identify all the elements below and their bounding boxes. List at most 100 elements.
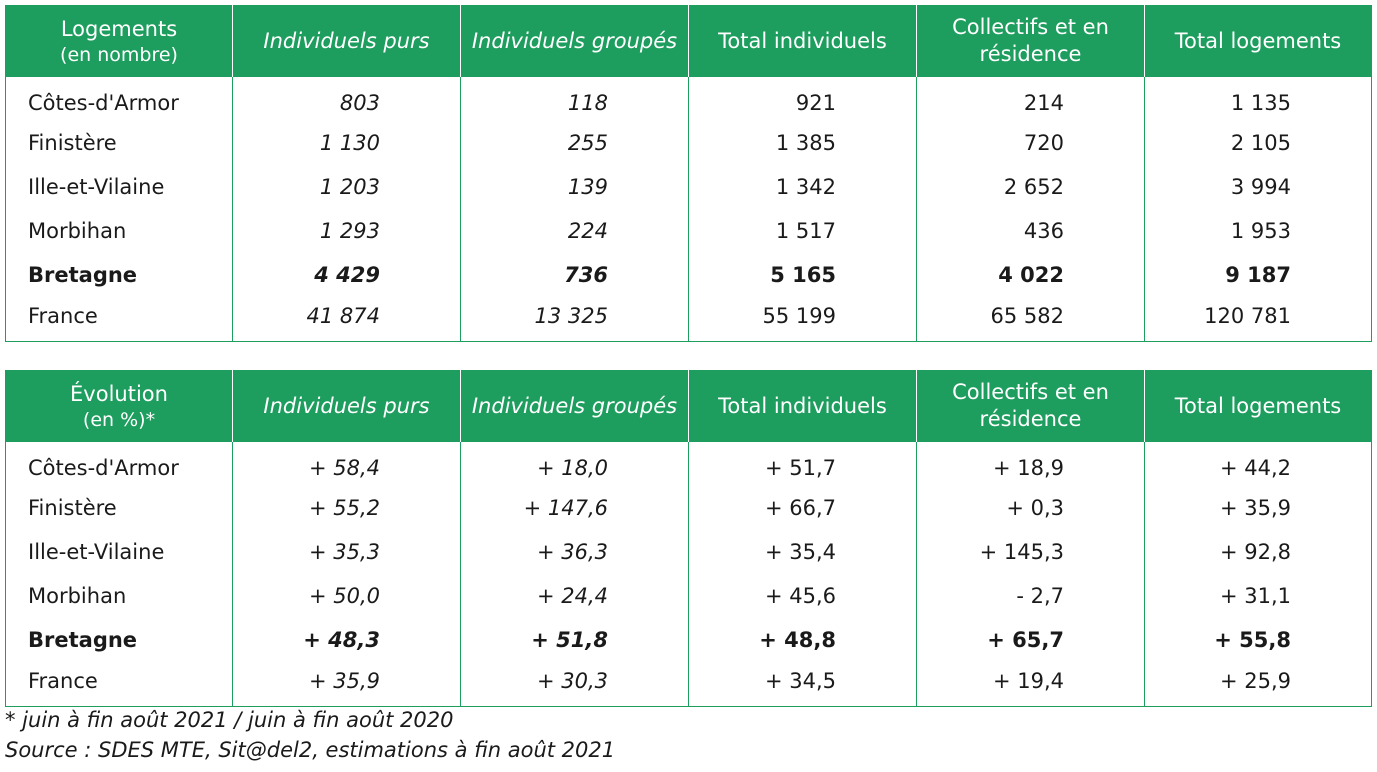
collectifs-cell: 436	[916, 209, 1145, 253]
collectifs-cell: + 19,4	[916, 662, 1145, 707]
individuels-purs-cell: + 35,9	[232, 662, 461, 707]
individuels-groupes-cell: 255	[460, 121, 689, 165]
individuels-purs-cell: 4 429	[232, 253, 461, 297]
header-individuels-purs: Individuels purs	[232, 370, 461, 442]
collectifs-cell: 4 022	[916, 253, 1145, 297]
header-evolution-label: Évolution	[70, 381, 168, 406]
total-individuels-cell: 1 342	[688, 165, 917, 209]
region-cell: France	[5, 662, 233, 707]
collectifs-cell: + 65,7	[916, 618, 1145, 662]
total-logements-cell: 3 994	[1144, 165, 1372, 209]
individuels-groupes-cell: + 24,4	[460, 574, 689, 618]
total-logements-cell: 2 105	[1144, 121, 1372, 165]
collectifs-cell: - 2,7	[916, 574, 1145, 618]
total-logements-cell: 1 135	[1144, 77, 1372, 121]
header-individuels-purs: Individuels purs	[232, 5, 461, 77]
individuels-groupes-cell: + 51,8	[460, 618, 689, 662]
table-row: France 41 874 13 325 55 199 65 582 120 7…	[5, 297, 1372, 342]
header-evolution: Évolution (en %)*	[5, 370, 233, 442]
total-individuels-cell: + 51,7	[688, 442, 917, 486]
period-footnote: * juin à fin août 2021 / juin à fin août…	[5, 708, 454, 732]
total-logements-cell: + 25,9	[1144, 662, 1372, 707]
total-logements-cell: + 92,8	[1144, 530, 1372, 574]
individuels-groupes-cell: + 36,3	[460, 530, 689, 574]
individuels-purs-cell: 1 293	[232, 209, 461, 253]
header-total-logements: Total logements	[1144, 370, 1372, 442]
individuels-groupes-cell: 139	[460, 165, 689, 209]
collectifs-cell: 65 582	[916, 297, 1145, 342]
region-cell: Bretagne	[5, 618, 233, 662]
total-individuels-cell: 55 199	[688, 297, 917, 342]
region-cell: Ille-et-Vilaine	[5, 530, 233, 574]
collectifs-cell: + 145,3	[916, 530, 1145, 574]
header-collectifs: Collectifs et en résidence	[916, 370, 1145, 442]
table-row-total: Bretagne 4 429 736 5 165 4 022 9 187	[5, 253, 1372, 297]
total-individuels-cell: 921	[688, 77, 917, 121]
individuels-purs-cell: 1 130	[232, 121, 461, 165]
region-cell: Morbihan	[5, 574, 233, 618]
total-individuels-cell: + 35,4	[688, 530, 917, 574]
total-logements-cell: 9 187	[1144, 253, 1372, 297]
table-row: Finistère 1 130 255 1 385 720 2 105	[5, 121, 1372, 165]
individuels-purs-cell: + 55,2	[232, 486, 461, 530]
individuels-groupes-cell: 118	[460, 77, 689, 121]
header-individuels-groupes: Individuels groupés	[460, 5, 689, 77]
region-cell: France	[5, 297, 233, 342]
table-header-row: Logements (en nombre) Individuels purs I…	[5, 5, 1372, 77]
individuels-purs-cell: + 35,3	[232, 530, 461, 574]
header-logements-label: Logements	[60, 16, 178, 41]
individuels-groupes-cell: 736	[460, 253, 689, 297]
header-total-individuels: Total individuels	[688, 370, 917, 442]
total-individuels-cell: + 45,6	[688, 574, 917, 618]
total-logements-cell: 120 781	[1144, 297, 1372, 342]
header-logements-unit: (en nombre)	[60, 43, 178, 66]
housing-evolution-table: Évolution (en %)* Individuels purs Indiv…	[5, 370, 1372, 707]
individuels-purs-cell: 1 203	[232, 165, 461, 209]
table-row: Côtes-d'Armor 803 118 921 214 1 135	[5, 77, 1372, 121]
total-individuels-cell: 1 385	[688, 121, 917, 165]
region-cell: Finistère	[5, 121, 233, 165]
collectifs-cell: 2 652	[916, 165, 1145, 209]
housing-counts-table: Logements (en nombre) Individuels purs I…	[5, 5, 1372, 342]
region-cell: Côtes-d'Armor	[5, 442, 233, 486]
table-row: Morbihan 1 293 224 1 517 436 1 953	[5, 209, 1372, 253]
collectifs-cell: + 18,9	[916, 442, 1145, 486]
total-individuels-cell: 1 517	[688, 209, 917, 253]
individuels-groupes-cell: 13 325	[460, 297, 689, 342]
header-evolution-unit: (en %)*	[82, 408, 156, 431]
total-individuels-cell: + 66,7	[688, 486, 917, 530]
individuels-groupes-cell: + 30,3	[460, 662, 689, 707]
collectifs-cell: 214	[916, 77, 1145, 121]
individuels-purs-cell: + 58,4	[232, 442, 461, 486]
region-cell: Bretagne	[5, 253, 233, 297]
table-row: Côtes-d'Armor + 58,4 + 18,0 + 51,7 + 18,…	[5, 442, 1372, 486]
individuels-purs-cell: 803	[232, 77, 461, 121]
individuels-groupes-cell: + 147,6	[460, 486, 689, 530]
individuels-purs-cell: + 50,0	[232, 574, 461, 618]
region-cell: Côtes-d'Armor	[5, 77, 233, 121]
header-collectifs: Collectifs et en résidence	[916, 5, 1145, 77]
table-row-total: Bretagne + 48,3 + 51,8 + 48,8 + 65,7 + 5…	[5, 618, 1372, 662]
header-total-logements: Total logements	[1144, 5, 1372, 77]
total-individuels-cell: 5 165	[688, 253, 917, 297]
table-row: Morbihan + 50,0 + 24,4 + 45,6 - 2,7 + 31…	[5, 574, 1372, 618]
header-logements: Logements (en nombre)	[5, 5, 233, 77]
table-row: Ille-et-Vilaine + 35,3 + 36,3 + 35,4 + 1…	[5, 530, 1372, 574]
individuels-purs-cell: + 48,3	[232, 618, 461, 662]
table-row: Ille-et-Vilaine 1 203 139 1 342 2 652 3 …	[5, 165, 1372, 209]
total-logements-cell: 1 953	[1144, 209, 1372, 253]
total-logements-cell: + 55,8	[1144, 618, 1372, 662]
total-logements-cell: + 35,9	[1144, 486, 1372, 530]
source-footnote: Source : SDES MTE, Sit@del2, estimations…	[5, 738, 616, 762]
header-individuels-groupes: Individuels groupés	[460, 370, 689, 442]
total-logements-cell: + 44,2	[1144, 442, 1372, 486]
region-cell: Morbihan	[5, 209, 233, 253]
individuels-purs-cell: 41 874	[232, 297, 461, 342]
individuels-groupes-cell: 224	[460, 209, 689, 253]
region-cell: Finistère	[5, 486, 233, 530]
table-row: France + 35,9 + 30,3 + 34,5 + 19,4 + 25,…	[5, 662, 1372, 707]
individuels-groupes-cell: + 18,0	[460, 442, 689, 486]
total-individuels-cell: + 34,5	[688, 662, 917, 707]
table-header-row: Évolution (en %)* Individuels purs Indiv…	[5, 370, 1372, 442]
region-cell: Ille-et-Vilaine	[5, 165, 233, 209]
